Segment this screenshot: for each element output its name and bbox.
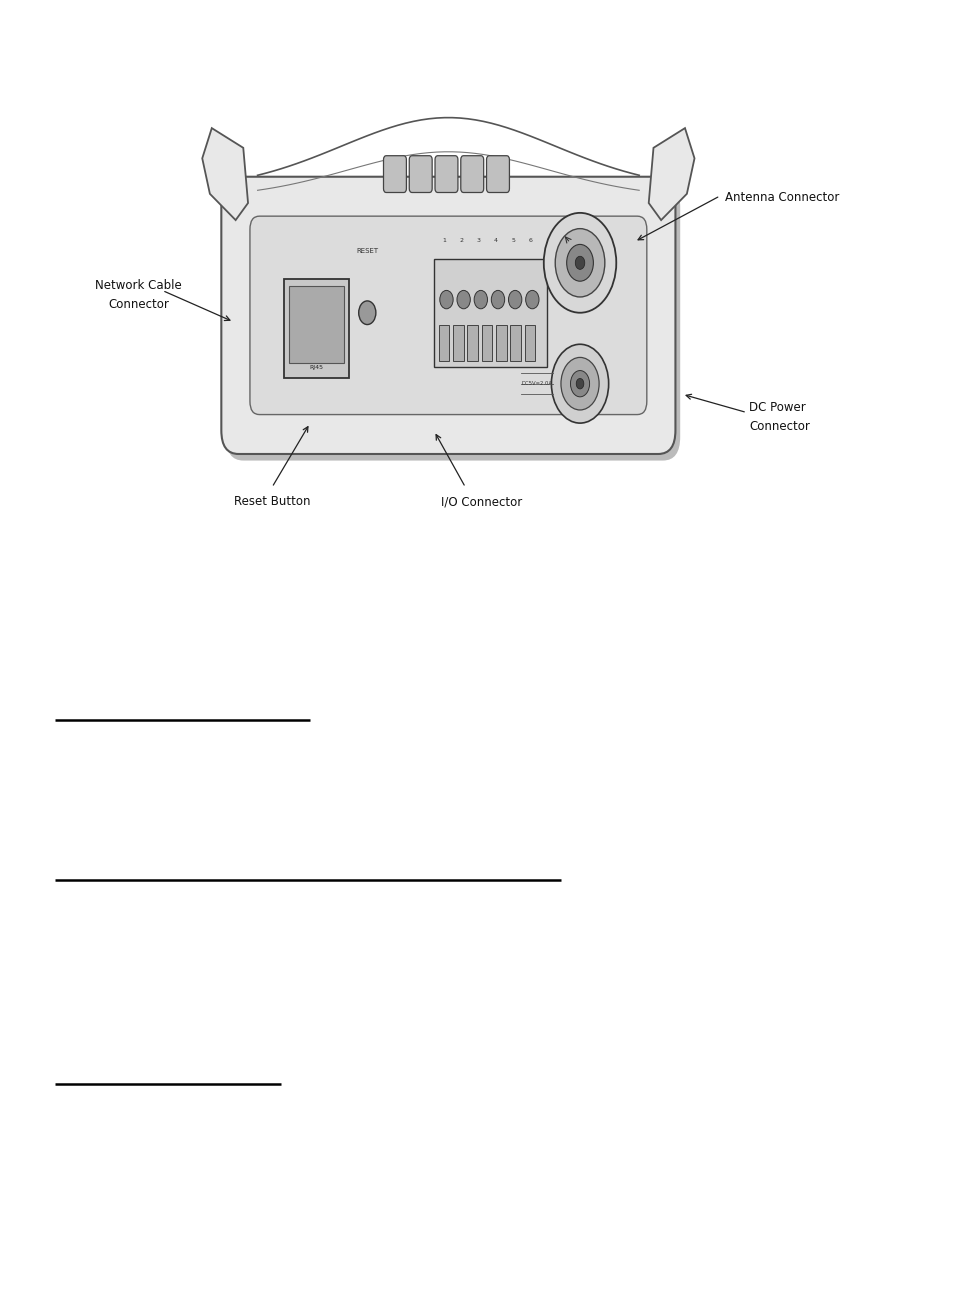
Circle shape bbox=[358, 301, 375, 325]
FancyBboxPatch shape bbox=[438, 325, 449, 361]
Circle shape bbox=[525, 290, 538, 309]
Circle shape bbox=[566, 244, 593, 281]
Circle shape bbox=[439, 290, 453, 309]
Text: RJ45: RJ45 bbox=[310, 365, 323, 371]
Polygon shape bbox=[648, 127, 694, 221]
FancyBboxPatch shape bbox=[524, 325, 535, 361]
Circle shape bbox=[491, 290, 504, 309]
Circle shape bbox=[543, 213, 616, 313]
FancyBboxPatch shape bbox=[460, 155, 483, 193]
FancyBboxPatch shape bbox=[481, 325, 492, 361]
FancyBboxPatch shape bbox=[486, 155, 509, 193]
Circle shape bbox=[508, 290, 521, 309]
FancyBboxPatch shape bbox=[284, 280, 349, 378]
Text: Reset Button: Reset Button bbox=[233, 495, 310, 509]
Text: 2: 2 bbox=[459, 238, 463, 243]
FancyBboxPatch shape bbox=[467, 325, 477, 361]
FancyBboxPatch shape bbox=[226, 184, 679, 461]
FancyBboxPatch shape bbox=[496, 325, 506, 361]
FancyBboxPatch shape bbox=[453, 325, 463, 361]
Circle shape bbox=[474, 290, 487, 309]
Text: 3: 3 bbox=[476, 238, 480, 243]
Circle shape bbox=[576, 378, 583, 389]
FancyBboxPatch shape bbox=[221, 177, 675, 455]
FancyBboxPatch shape bbox=[383, 155, 406, 193]
Circle shape bbox=[560, 357, 598, 410]
Text: Network Cable: Network Cable bbox=[95, 279, 181, 292]
Text: DC Power: DC Power bbox=[748, 401, 804, 414]
Text: Antenna Connector: Antenna Connector bbox=[724, 191, 839, 204]
Text: Connector: Connector bbox=[108, 298, 169, 311]
Polygon shape bbox=[202, 127, 248, 221]
FancyBboxPatch shape bbox=[434, 259, 546, 367]
FancyBboxPatch shape bbox=[510, 325, 520, 361]
Text: 5: 5 bbox=[511, 238, 515, 243]
Text: Connector: Connector bbox=[748, 420, 809, 434]
FancyBboxPatch shape bbox=[250, 217, 646, 415]
Text: 1: 1 bbox=[442, 238, 446, 243]
Circle shape bbox=[555, 229, 604, 297]
Circle shape bbox=[456, 290, 470, 309]
Text: RESET: RESET bbox=[355, 247, 378, 254]
Text: 4: 4 bbox=[494, 238, 497, 243]
Circle shape bbox=[570, 371, 589, 397]
Circle shape bbox=[551, 344, 608, 423]
FancyBboxPatch shape bbox=[289, 286, 344, 363]
FancyBboxPatch shape bbox=[435, 155, 457, 193]
FancyBboxPatch shape bbox=[409, 155, 432, 193]
Text: DC5V=2.0A: DC5V=2.0A bbox=[521, 381, 552, 386]
Text: I/O Connector: I/O Connector bbox=[440, 495, 522, 509]
Circle shape bbox=[575, 256, 584, 269]
Text: 6: 6 bbox=[528, 238, 532, 243]
